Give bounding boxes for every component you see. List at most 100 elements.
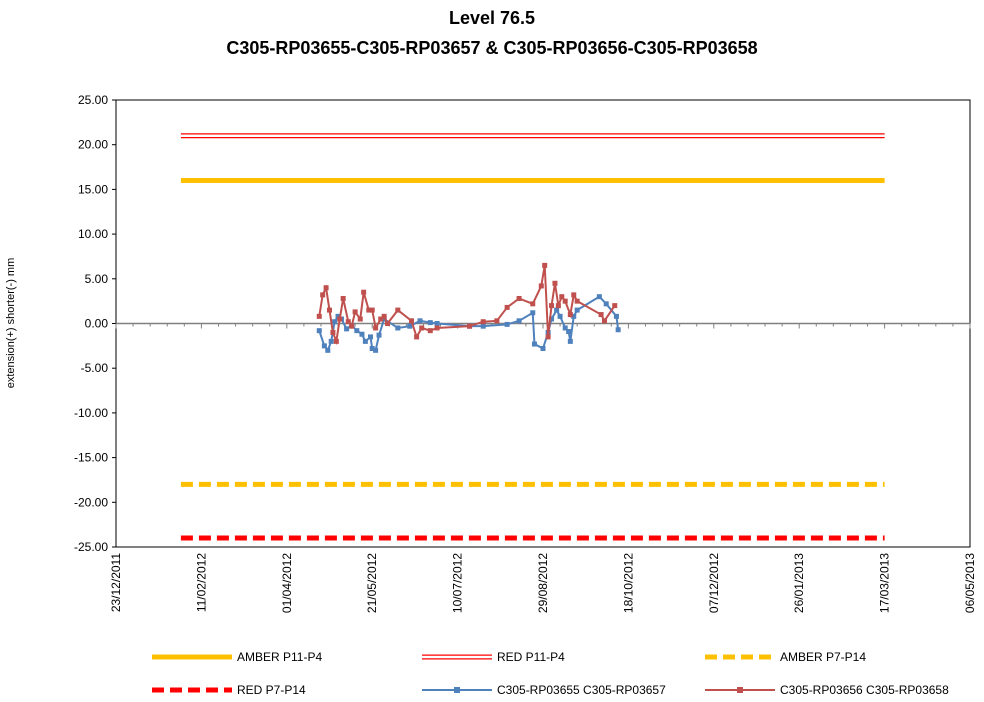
data-point	[554, 307, 560, 313]
chart-subtitle: C305-RP03655-C305-RP03657 & C305-RP03656…	[226, 38, 757, 58]
data-point	[574, 298, 580, 304]
data-point	[407, 323, 413, 329]
data-point	[615, 327, 621, 333]
data-point	[357, 316, 363, 322]
y-tick-label: -10.00	[74, 406, 108, 420]
data-point	[419, 325, 425, 331]
data-point	[549, 316, 555, 322]
data-point	[531, 341, 537, 347]
data-point	[545, 334, 551, 340]
data-point	[596, 294, 602, 300]
data-point	[542, 262, 548, 268]
legend-label: C305-RP03656 C305-RP03658	[780, 683, 949, 697]
data-point	[316, 328, 322, 334]
data-point	[381, 313, 387, 319]
data-point	[321, 343, 327, 349]
data-point	[373, 325, 379, 331]
data-point	[373, 347, 379, 353]
data-point	[325, 347, 331, 353]
data-point	[530, 301, 536, 307]
y-tick-label: 20.00	[78, 138, 108, 152]
data-point	[395, 325, 401, 331]
data-point	[333, 338, 339, 344]
data-point	[603, 301, 609, 307]
data-point	[530, 310, 536, 316]
y-tick-label: -5.00	[81, 361, 109, 375]
data-point	[538, 283, 544, 289]
data-point	[467, 323, 473, 329]
x-tick-label: 06/05/2013	[963, 553, 977, 613]
data-point	[516, 318, 522, 324]
data-point	[552, 280, 558, 286]
data-point	[516, 295, 522, 301]
y-tick-label: 15.00	[78, 182, 108, 196]
data-point	[381, 316, 387, 322]
x-tick-label: 29/08/2012	[536, 553, 550, 613]
data-point	[562, 298, 568, 304]
data-point	[480, 323, 486, 329]
data-point	[557, 313, 563, 319]
data-point	[427, 328, 433, 334]
data-point	[549, 303, 555, 309]
data-point	[385, 321, 391, 326]
data-point	[330, 329, 336, 335]
data-point	[434, 325, 440, 331]
data-point	[598, 312, 604, 318]
data-point	[613, 313, 619, 319]
data-point	[571, 292, 577, 298]
data-point	[574, 307, 580, 313]
data-point	[340, 295, 346, 301]
data-point	[344, 326, 350, 332]
y-tick-label: 0.00	[85, 317, 109, 331]
data-point	[504, 304, 510, 310]
legend-label: AMBER P11-P4	[237, 650, 322, 664]
data-point	[316, 313, 322, 319]
data-point	[369, 346, 375, 352]
data-point	[601, 318, 607, 324]
x-tick-label: 17/03/2013	[878, 553, 892, 613]
data-point	[369, 307, 375, 313]
data-point	[504, 321, 510, 327]
data-point	[414, 334, 420, 340]
data-point	[434, 321, 440, 326]
data-point	[352, 309, 358, 315]
data-point	[349, 323, 355, 329]
x-tick-label: 21/05/2012	[365, 553, 379, 613]
y-tick-label: -15.00	[74, 451, 108, 465]
y-tick-label: 25.00	[78, 93, 108, 107]
data-point	[367, 334, 373, 340]
data-point	[378, 316, 384, 322]
data-point	[323, 285, 329, 291]
data-point	[345, 319, 351, 325]
x-tick-label: 18/10/2012	[621, 553, 635, 613]
data-point	[328, 338, 334, 344]
chart-title: Level 76.5	[449, 8, 535, 28]
data-point	[562, 325, 568, 331]
legend-label: AMBER P7-P14	[780, 650, 866, 664]
data-point	[335, 313, 341, 319]
x-tick-label: 26/01/2013	[792, 553, 806, 613]
y-tick-label: -20.00	[74, 495, 108, 509]
legend-label: C305-RP03655 C305-RP03657	[497, 683, 666, 697]
legend-marker	[737, 687, 743, 693]
data-point	[337, 316, 343, 322]
y-tick-label: 5.00	[85, 272, 109, 286]
data-point	[361, 289, 367, 295]
data-point	[567, 312, 573, 318]
x-tick-label: 01/04/2012	[280, 553, 294, 613]
data-point	[395, 307, 401, 313]
data-point	[408, 318, 414, 324]
y-tick-label: 10.00	[78, 227, 108, 241]
data-point	[376, 332, 382, 338]
data-point	[567, 338, 573, 344]
x-tick-label: 11/02/2012	[194, 553, 208, 612]
x-tick-label: 23/12/2011	[109, 553, 123, 612]
data-point	[555, 303, 561, 309]
data-point	[362, 338, 368, 344]
data-point	[566, 329, 572, 335]
data-point	[354, 328, 360, 334]
data-point	[359, 331, 365, 337]
legend-marker	[454, 687, 460, 693]
